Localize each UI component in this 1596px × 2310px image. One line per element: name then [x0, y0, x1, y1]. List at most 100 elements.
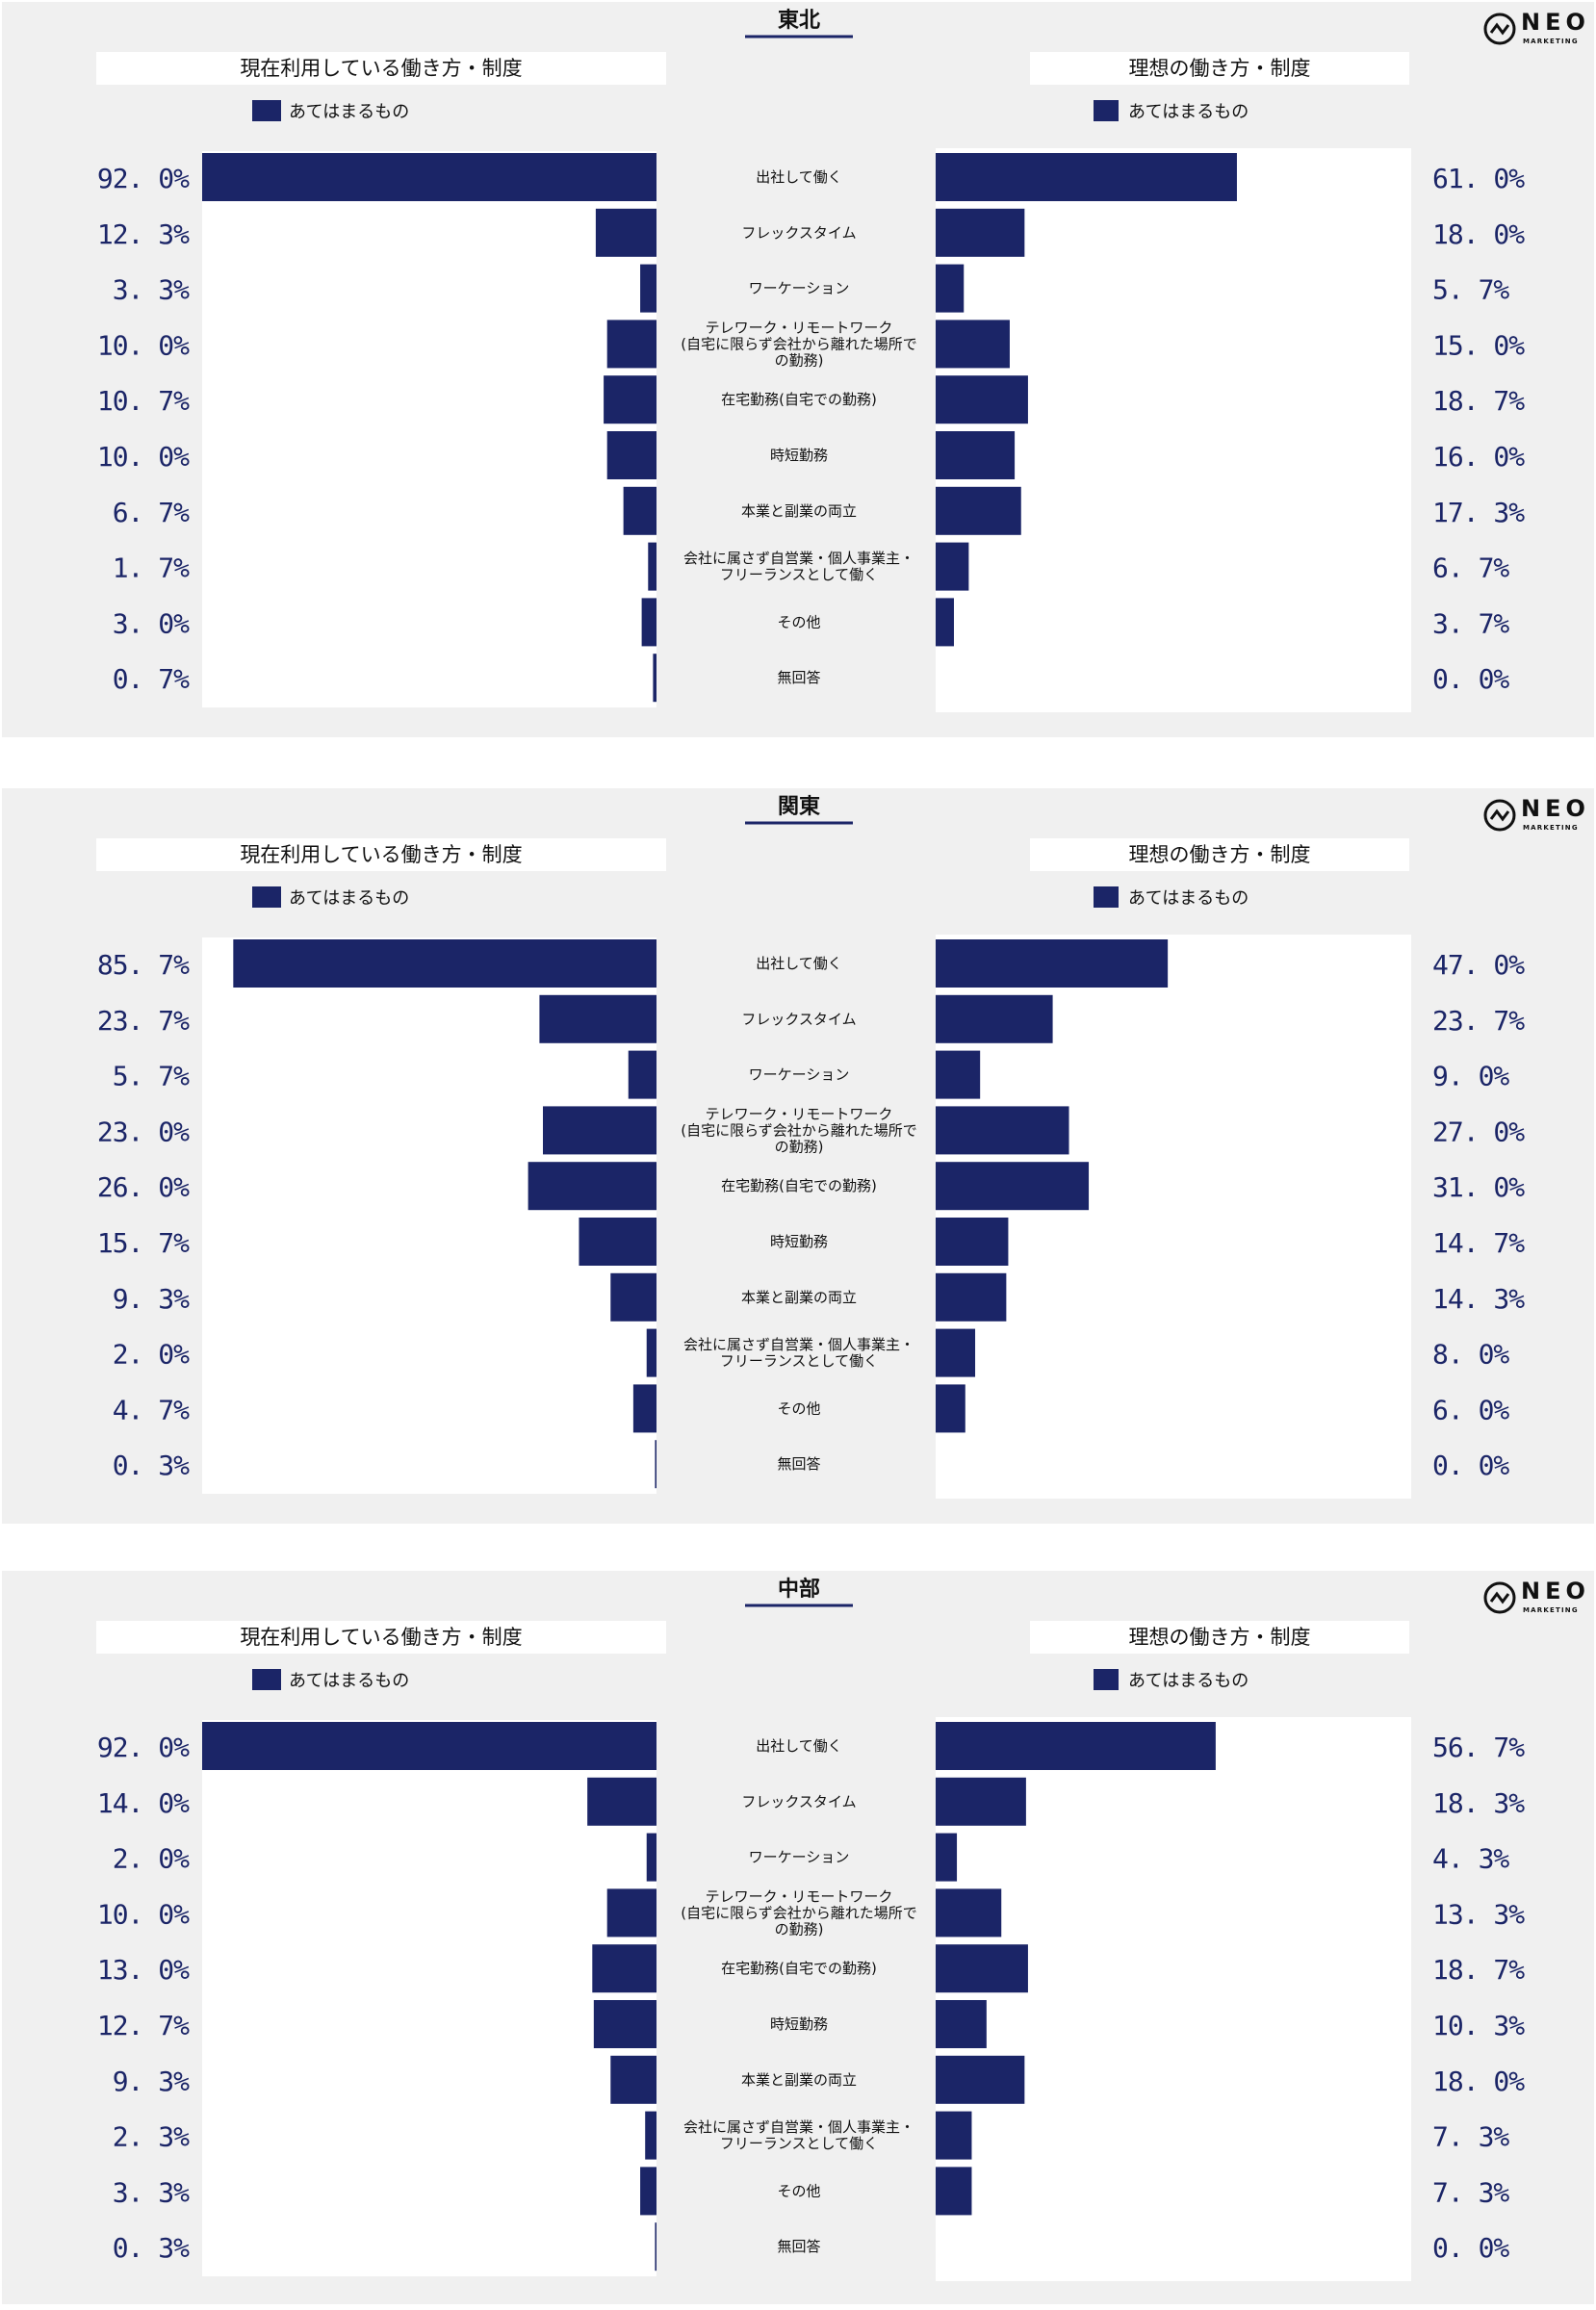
chart-title: 中部: [778, 1577, 820, 1602]
bar-current-tohoku-1: [595, 208, 656, 257]
value-label-current-chubu-7: 2. 3%: [113, 2121, 190, 2153]
bar-ideal-chubu-2: [936, 1833, 958, 1882]
category-label-tohoku-3: テレワーク・リモートワーク(自宅に限らず会社から離れた場所での勤務): [681, 319, 917, 369]
value-label-ideal-tohoku-5: 16. 0%: [1432, 441, 1525, 473]
chart-chubu: 中部 NEO MARKETING 現在利用している働き方・制度 理想の働き方・制度あては…: [2, 1571, 1594, 2304]
bar-ideal-kanto-4: [936, 1162, 1090, 1211]
chart-title: 関東: [778, 795, 820, 819]
value-label-current-chubu-8: 3. 3%: [113, 2176, 190, 2208]
neo-logo-circle-icon: [1483, 13, 1516, 45]
bar-ideal-tohoku-5: [936, 431, 1016, 479]
value-label-ideal-chubu-7: 7. 3%: [1432, 2121, 1509, 2153]
bar-ideal-tohoku-0: [936, 153, 1237, 201]
value-label-current-tohoku-3: 10. 0%: [97, 329, 190, 361]
category-label-chubu-7: 会社に属さず自営業・個人事業主・フリーランスとして働く: [683, 2118, 914, 2152]
bar-current-kanto-7: [646, 1328, 656, 1377]
value-label-current-kanto-7: 2. 0%: [113, 1339, 190, 1371]
value-label-ideal-chubu-3: 13. 3%: [1432, 1898, 1525, 1930]
chart-tohoku: 東北 NEO MARKETING 現在利用している働き方・制度 理想の働き方・制度あては…: [2, 2, 1594, 737]
neo-logo-circle-icon: [1483, 799, 1516, 832]
value-label-ideal-chubu-5: 10. 3%: [1432, 2010, 1525, 2041]
value-label-ideal-kanto-3: 27. 0%: [1432, 1116, 1525, 1147]
right-title: 理想の働き方・制度: [1129, 1626, 1311, 1649]
legend-label-right: あてはまるもの: [1128, 1671, 1248, 1691]
bar-ideal-tohoku-4: [936, 375, 1028, 424]
bar-current-tohoku-2: [640, 264, 656, 313]
value-label-ideal-tohoku-8: 3. 7%: [1432, 607, 1509, 639]
bar-current-chubu-7: [645, 2111, 656, 2160]
bar-ideal-kanto-5: [936, 1218, 1009, 1266]
legend-swatch-left: [252, 1669, 281, 1690]
category-label-chubu-6: 本業と副業の両立: [741, 2071, 857, 2089]
value-label-current-chubu-5: 12. 7%: [97, 2010, 190, 2041]
bar-ideal-tohoku-7: [936, 542, 969, 591]
value-label-current-tohoku-4: 10. 7%: [97, 385, 190, 417]
bar-ideal-tohoku-8: [936, 598, 954, 647]
bar-ideal-chubu-8: [936, 2167, 972, 2216]
bar-ideal-chubu-0: [936, 1722, 1216, 1770]
value-label-current-chubu-1: 14. 0%: [97, 1787, 190, 1819]
right-title-box: [1030, 52, 1409, 85]
value-label-current-tohoku-0: 92. 0%: [97, 163, 190, 194]
value-label-current-tohoku-5: 10. 0%: [97, 441, 190, 473]
chart-title: 東北: [778, 9, 820, 33]
value-label-current-chubu-2: 2. 0%: [113, 1843, 190, 1875]
bar-current-chubu-6: [610, 2055, 656, 2104]
bar-current-kanto-9: [655, 1440, 656, 1489]
left-plot-area: [202, 151, 656, 707]
value-label-ideal-tohoku-9: 0. 0%: [1432, 663, 1509, 695]
bar-ideal-kanto-0: [936, 939, 1169, 988]
bar-current-tohoku-3: [606, 320, 656, 369]
bar-ideal-chubu-6: [936, 2055, 1025, 2104]
category-label-chubu-9: 無回答: [777, 2238, 820, 2255]
value-label-ideal-chubu-8: 7. 3%: [1432, 2176, 1509, 2208]
value-label-current-chubu-6: 9. 3%: [113, 2066, 190, 2097]
bar-ideal-tohoku-3: [936, 320, 1010, 369]
value-label-current-kanto-3: 23. 0%: [97, 1116, 190, 1147]
category-label-kanto-9: 無回答: [777, 1455, 820, 1473]
value-label-ideal-kanto-9: 0. 0%: [1432, 1450, 1509, 1481]
value-label-ideal-tohoku-7: 6. 7%: [1432, 552, 1509, 584]
legend-label-left: あてはまるもの: [289, 102, 409, 122]
value-label-ideal-chubu-6: 18. 0%: [1432, 2066, 1525, 2097]
category-label-tohoku-7: 会社に属さず自営業・個人事業主・フリーランスとして働く: [683, 550, 914, 583]
left-title-box: [96, 838, 666, 871]
bar-current-chubu-9: [655, 2222, 656, 2272]
value-label-current-kanto-9: 0. 3%: [113, 1450, 190, 1481]
category-label-tohoku-8: その他: [777, 613, 820, 630]
legend-label-left: あてはまるもの: [289, 1671, 409, 1691]
bar-current-kanto-3: [543, 1106, 656, 1155]
bar-ideal-tohoku-1: [936, 208, 1025, 257]
neo-logo-text: NEO: [1521, 1578, 1590, 1604]
value-label-ideal-chubu-4: 18. 7%: [1432, 1954, 1525, 1986]
value-label-current-chubu-4: 13. 0%: [97, 1954, 190, 1986]
chart-panel-kanto: 関東 NEO MARKETING 現在利用している働き方・制度 理想の働き方・制度 あては…: [0, 786, 1596, 1529]
value-label-ideal-chubu-2: 4. 3%: [1432, 1843, 1509, 1875]
left-title-box: [96, 52, 666, 85]
bar-current-tohoku-4: [604, 375, 656, 424]
bar-current-tohoku-6: [623, 486, 656, 535]
chart-panel-chubu: 中部 NEO MARKETING 現在利用している働き方・制度 理想の働き方・制度 あては…: [0, 1569, 1596, 2310]
neo-logo-wave-icon: [1489, 22, 1510, 36]
neo-logo-wave-icon: [1489, 808, 1510, 822]
value-label-current-tohoku-6: 6. 7%: [113, 497, 190, 528]
category-label-tohoku-0: 出社して働く: [756, 168, 842, 186]
category-label-chubu-1: フレックスタイム: [741, 1793, 856, 1810]
bar-ideal-chubu-4: [936, 1944, 1028, 1993]
value-label-ideal-tohoku-4: 18. 7%: [1432, 385, 1525, 417]
value-label-current-chubu-0: 92. 0%: [97, 1732, 190, 1763]
right-title-box: [1030, 838, 1409, 871]
chart-kanto: 関東 NEO MARKETING 現在利用している働き方・制度 理想の働き方・制度あては…: [2, 788, 1594, 1524]
bar-current-chubu-0: [202, 1722, 656, 1770]
value-label-ideal-tohoku-2: 5. 7%: [1432, 274, 1509, 306]
value-label-ideal-kanto-5: 14. 7%: [1432, 1227, 1525, 1259]
legend-swatch-right: [1094, 100, 1119, 121]
neo-logo-sub: MARKETING: [1523, 824, 1579, 832]
left-title: 現在利用している働き方・制度: [240, 843, 522, 866]
legend-swatch-left: [252, 886, 281, 908]
category-label-kanto-2: ワーケーション: [749, 1066, 850, 1084]
neo-logo: NEO MARKETING: [1483, 1578, 1590, 1614]
bar-ideal-kanto-8: [936, 1384, 965, 1433]
value-label-current-kanto-8: 4. 7%: [113, 1394, 190, 1425]
value-label-ideal-kanto-1: 23. 7%: [1432, 1005, 1525, 1037]
